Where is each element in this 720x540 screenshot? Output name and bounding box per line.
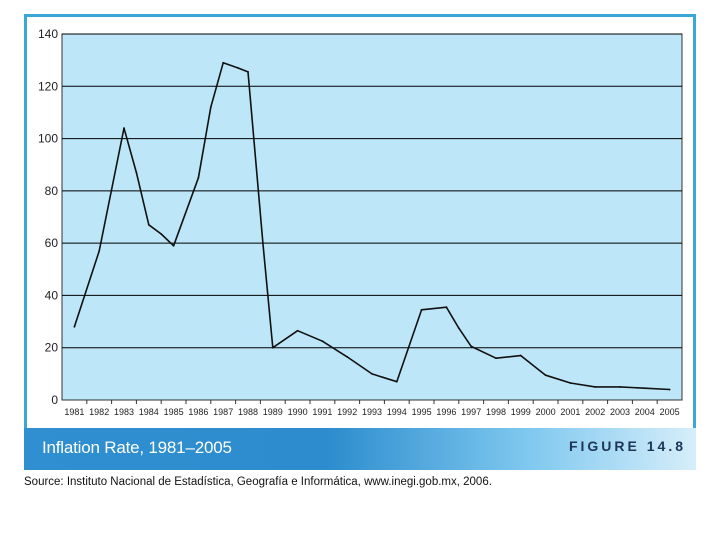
data-point	[470, 345, 473, 348]
data-point	[160, 233, 163, 235]
x-axis-ticks: 1981 1982 1983 1984 1985 1986 1987 1988 1989 1990…	[64, 400, 680, 417]
data-point	[371, 372, 373, 375]
gridlines	[62, 33, 682, 349]
data-point	[197, 176, 200, 179]
data-point	[668, 388, 671, 391]
data-point	[296, 329, 299, 332]
y-tick-label: 100	[38, 132, 58, 146]
source-note: Source: Instituto Nacional de Estadístic…	[24, 476, 492, 488]
x-tick-label: 1996	[436, 407, 456, 417]
x-tick-label: 2002	[585, 407, 605, 417]
data-point	[445, 306, 448, 309]
x-tick-label: 1987	[213, 407, 233, 417]
x-tick-label: 1986	[188, 407, 208, 417]
x-tick-label: 1998	[486, 407, 506, 417]
x-tick-label: 1992	[337, 407, 357, 417]
data-point	[346, 355, 349, 358]
data-point	[619, 386, 621, 388]
data-point	[123, 127, 125, 130]
data-point	[395, 380, 398, 383]
data-point	[457, 327, 460, 330]
data-point	[271, 346, 274, 349]
caption-bar: Inflation Rate, 1981–2005 FIGURE 14.8	[24, 428, 696, 470]
data-point	[544, 374, 547, 377]
data-point	[569, 382, 572, 384]
data-point	[147, 223, 150, 226]
x-tick-label: 1993	[362, 407, 382, 417]
x-tick-label: 1994	[387, 407, 407, 417]
chart-title: Inflation Rate, 1981–2005	[42, 438, 232, 457]
data-point	[135, 171, 138, 174]
data-point	[73, 325, 76, 328]
data-point	[98, 250, 101, 252]
x-tick-label: 2004	[635, 407, 655, 417]
x-tick-label: 2000	[536, 407, 556, 417]
data-point	[247, 71, 249, 73]
data-point	[420, 308, 423, 311]
x-tick-label: 2003	[610, 407, 630, 417]
figure-label: FIGURE 14.8	[568, 438, 686, 454]
x-tick-label: 1999	[511, 407, 531, 417]
x-tick-label: 1997	[461, 407, 481, 417]
data-point	[209, 106, 212, 109]
data-point	[643, 387, 646, 390]
y-tick-label: 60	[45, 236, 59, 250]
x-tick-label: 1991	[312, 407, 332, 417]
plot-area	[61, 33, 683, 401]
x-tick-label: 1989	[263, 407, 283, 417]
data-point	[172, 244, 175, 247]
y-tick-label: 120	[38, 79, 58, 93]
x-tick-label: 1990	[288, 407, 308, 417]
y-tick-label: 20	[45, 341, 59, 355]
data-point	[261, 242, 264, 245]
x-tick-label: 1982	[89, 407, 109, 417]
x-tick-label: 1988	[238, 407, 258, 417]
x-tick-label: 1981	[64, 407, 84, 417]
y-tick-label: 140	[38, 27, 58, 41]
x-tick-label: 1995	[412, 407, 432, 417]
data-point	[222, 61, 225, 64]
x-tick-label: 2005	[660, 407, 680, 417]
data-point	[519, 354, 522, 357]
y-tick-label: 80	[45, 184, 59, 198]
data-point	[237, 67, 239, 69]
x-tick-label: 2001	[560, 407, 580, 417]
x-tick-label: 1985	[164, 407, 184, 417]
series-layer	[73, 61, 671, 391]
data-point	[594, 386, 597, 388]
y-tick-label: 0	[51, 393, 58, 407]
data-point	[321, 340, 324, 343]
x-tick-label: 1984	[139, 407, 159, 417]
data-point	[495, 357, 497, 360]
x-tick-label: 1983	[114, 407, 134, 417]
y-tick-label: 40	[45, 288, 59, 302]
y-axis-ticks: 0 20 40 60 80 100 120 140	[38, 27, 58, 407]
